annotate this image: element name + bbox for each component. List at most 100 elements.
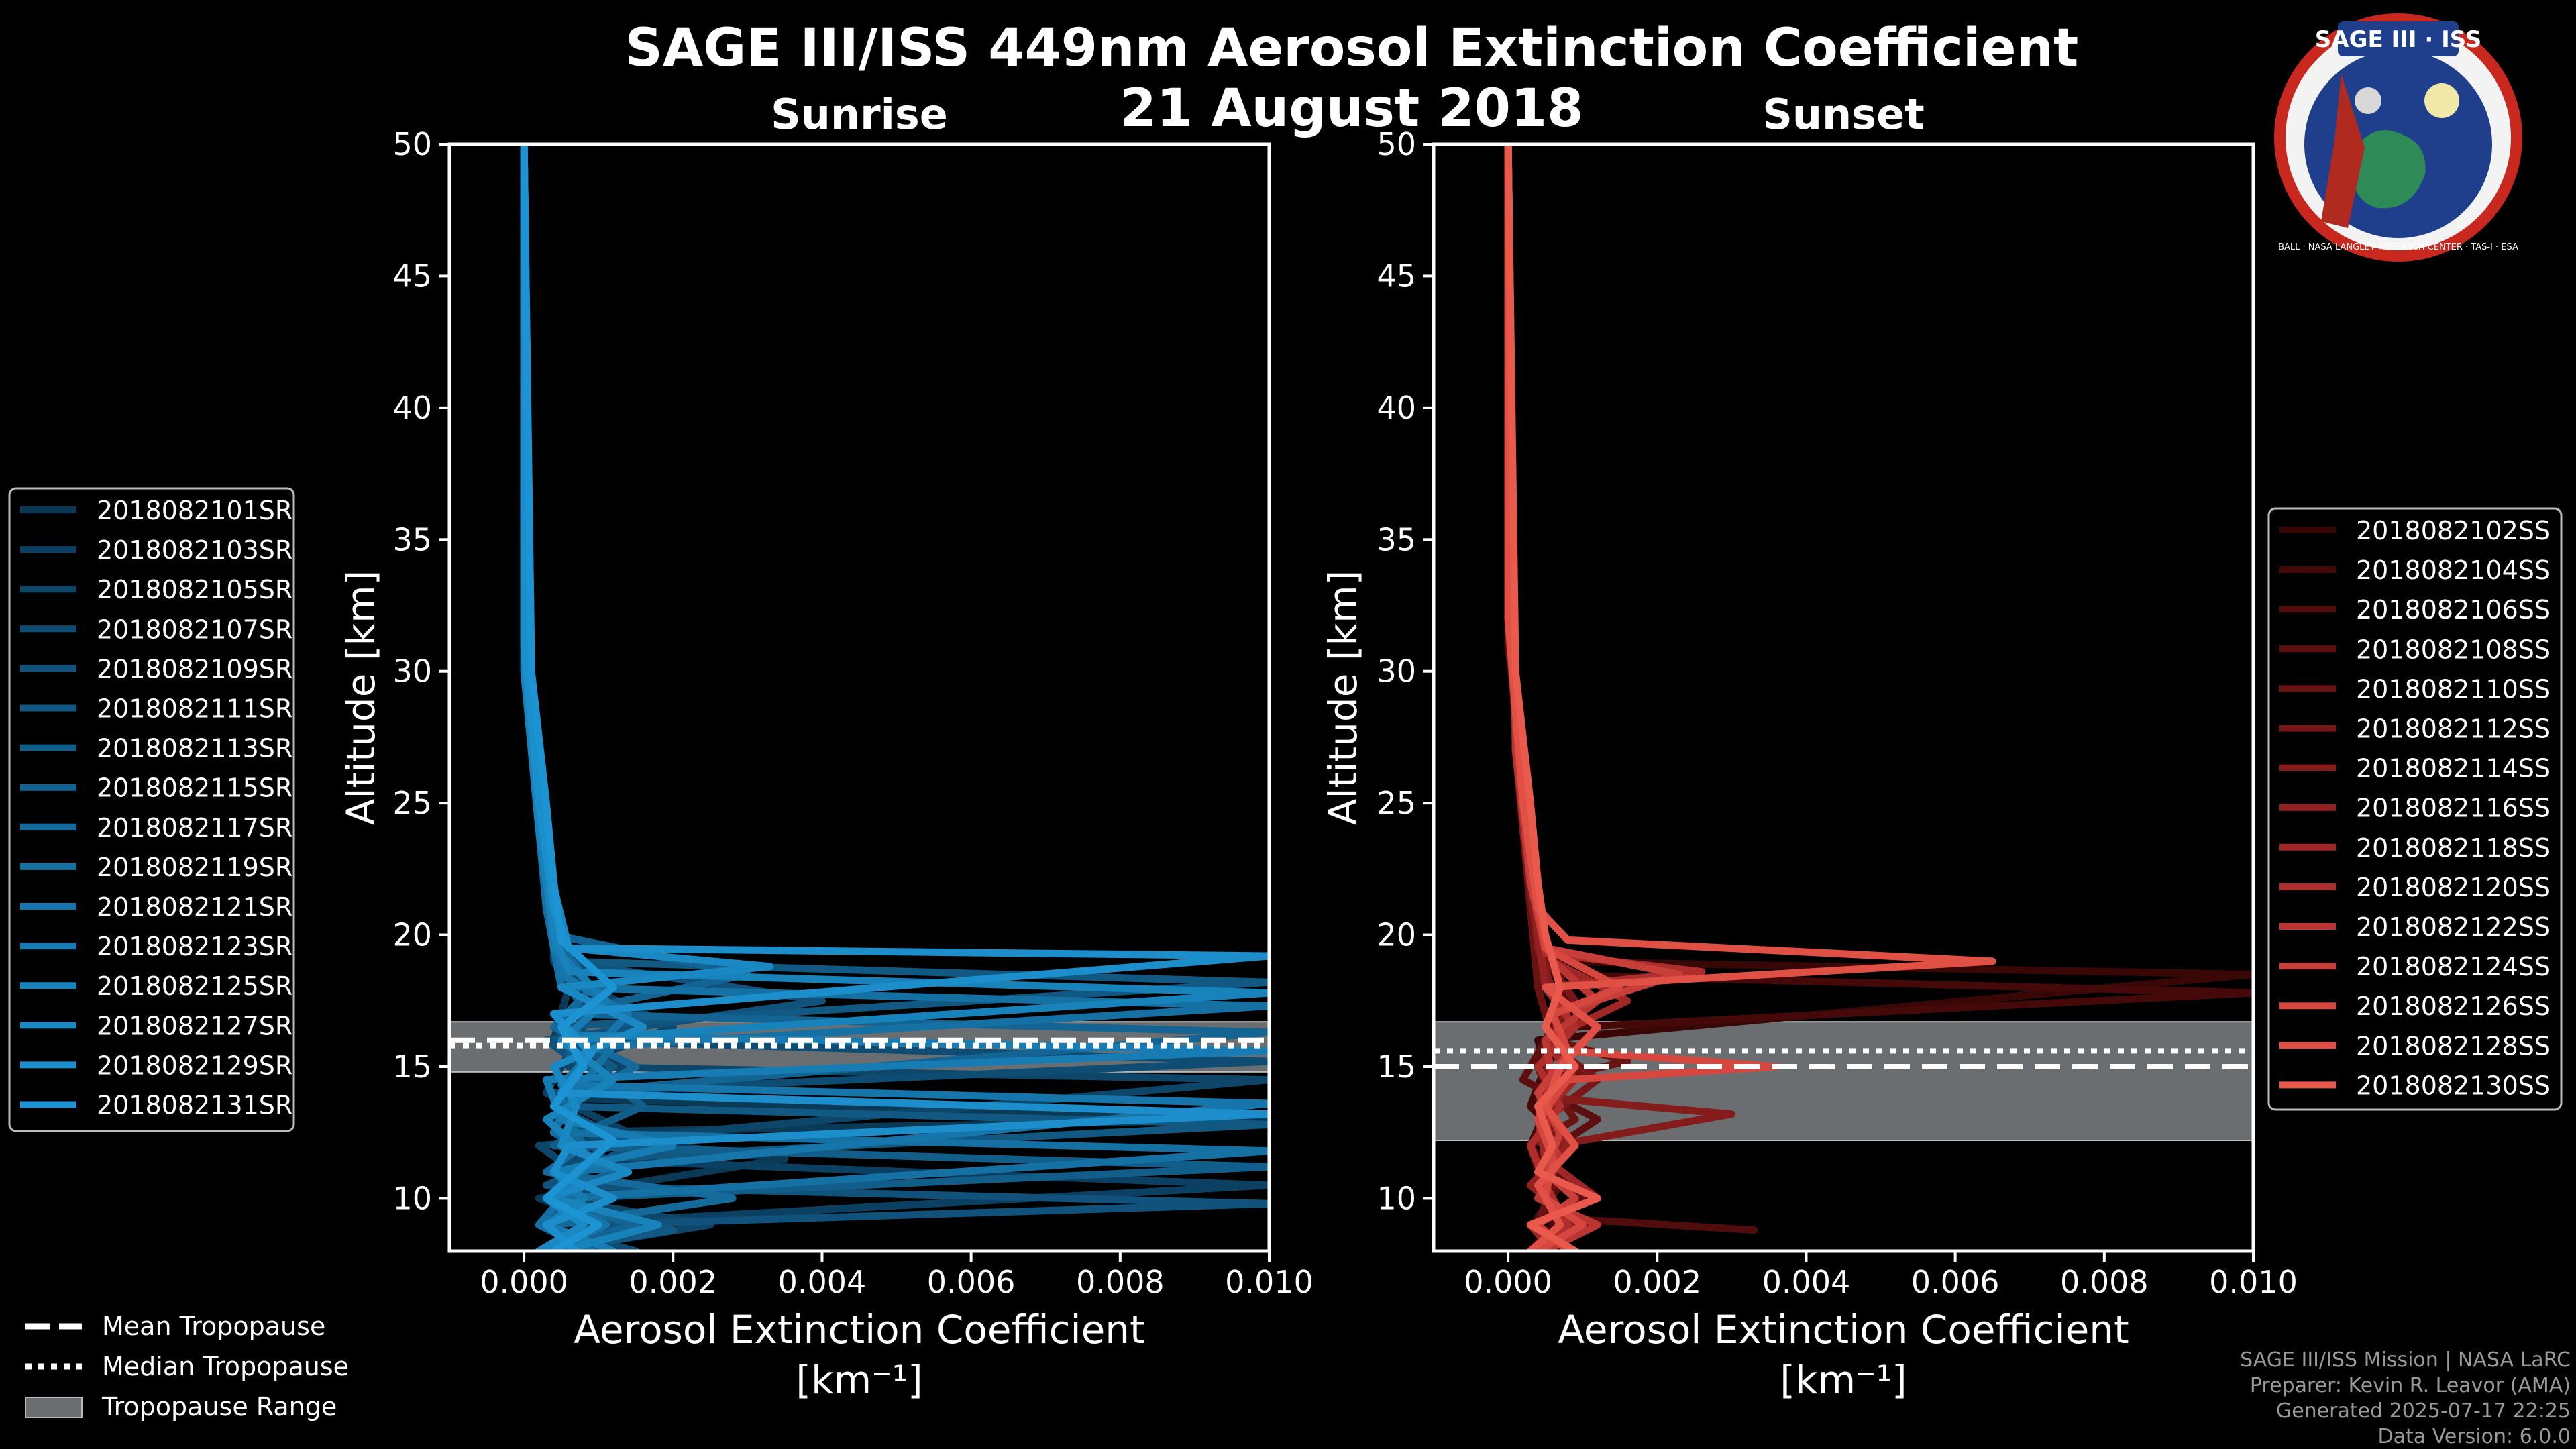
sunset-legend-label: 2018082128SS — [2356, 1031, 2551, 1061]
sunrise-legend-label: 2018082131SR — [97, 1091, 292, 1120]
credit-preparer: Preparer: Kevin R. Leavor (AMA) — [2250, 1374, 2571, 1397]
sunset-y-tick-label: 40 — [1377, 390, 1416, 426]
mean-tropopause-label: Mean Tropopause — [102, 1311, 325, 1341]
sunset-legend-label: 2018082110SS — [2356, 674, 2551, 704]
tropopause-range-swatch — [25, 1397, 83, 1418]
sunrise-x-tick-label: 0.002 — [629, 1264, 717, 1300]
sunset-legend-label: 2018082120SS — [2356, 873, 2551, 902]
sunset-legend-label: 2018082126SS — [2356, 991, 2551, 1021]
chart-title: SAGE III/ISS 449nm Aerosol Extinction Co… — [625, 18, 2079, 78]
sunset-legend-label: 2018082122SS — [2356, 912, 2551, 942]
sunrise-y-tick-label: 35 — [392, 521, 432, 557]
sunrise-plot-frame — [447, 142, 1271, 1253]
sunrise-y-tick-label: 50 — [392, 126, 432, 162]
sunrise-legend-label: 2018082107SR — [97, 614, 292, 644]
sunset-x-tick-label: 0.010 — [2209, 1264, 2298, 1300]
sunrise-x-tick-label: 0.008 — [1076, 1264, 1165, 1300]
sunset-y-tick-label: 25 — [1377, 785, 1416, 821]
sunset-y-tick-label: 15 — [1377, 1049, 1416, 1085]
sunrise-y-axis-label: Altitude [km] — [338, 570, 384, 825]
sunset-x-tick-label: 0.002 — [1613, 1264, 1701, 1300]
sunset-legend-box — [2267, 507, 2563, 1111]
sunrise-x-axis-unit: [km⁻¹] — [796, 1357, 922, 1403]
sage-iii-iss-logo: SAGE III · ISS BALL · NASA LANGLEY RESEA… — [2274, 13, 2522, 262]
sunrise-legend-label: 2018082105SR — [97, 575, 292, 604]
sunset-y-ticks: 10 15 20 25 30 35 40 45 50 — [1377, 126, 1434, 1216]
sunset-legend-label: 2018082104SS — [2356, 555, 2551, 585]
logo-ring-text: BALL · NASA LANGLEY RESEARCH CENTER · TA… — [2278, 242, 2518, 252]
sunrise-series-2018082129SR — [520, 144, 1269, 1251]
sunset-x-tick-label: 0.004 — [1762, 1264, 1851, 1300]
sunrise-legend-label: 2018082117SR — [97, 813, 292, 843]
chart-date: 21 August 2018 — [1120, 78, 1584, 139]
sunrise-legend-label: 2018082115SR — [97, 773, 292, 803]
sunset-panel-title: Sunset — [1762, 90, 1925, 139]
sunrise-legend-label: 2018082129SR — [97, 1051, 292, 1080]
sunrise-legend-label: 2018082101SR — [97, 496, 292, 525]
sunset-x-tick-label: 0.006 — [1911, 1264, 2000, 1300]
credit-version: Data Version: 6.0.0 — [2378, 1425, 2571, 1448]
sunset-legend-label: 2018082106SS — [2356, 595, 2551, 625]
sunrise-legend-label: 2018082123SR — [97, 932, 292, 961]
sunset-legend-label: 2018082108SS — [2356, 635, 2551, 664]
sunset-series-2018082130SS — [1504, 144, 1601, 1251]
sunrise-legend-box — [8, 487, 295, 1132]
sunset-panel: Sunset 0.000 0.002 0.004 0.006 0.008 0.010 10… — [1320, 90, 2298, 1403]
tropopause-legend: Mean Tropopause Median Tropopause Tropop… — [25, 1311, 349, 1421]
sunset-plot-frame — [1432, 142, 2255, 1253]
sunrise-legend-label: 2018082109SR — [97, 654, 292, 684]
sunrise-y-tick-label: 20 — [392, 917, 432, 953]
sunrise-x-tick-label: 0.004 — [778, 1264, 867, 1300]
sunrise-legend-label: 2018082119SR — [97, 853, 292, 882]
sunrise-series-2018082121SR — [520, 144, 1269, 1251]
sunset-x-tick-label: 0.008 — [2060, 1264, 2149, 1300]
sunrise-x-tick-label: 0.010 — [1225, 1264, 1313, 1300]
sunset-legend: 2018082102SS 2018082104SS 2018082106SS 2018… — [2267, 507, 2563, 1111]
logo-top-text: SAGE III · ISS — [2315, 26, 2481, 53]
sunset-y-tick-label: 45 — [1377, 258, 1416, 294]
sunrise-x-tick-label: 0.000 — [480, 1264, 568, 1300]
sunset-x-axis-unit: [km⁻¹] — [1780, 1357, 1907, 1403]
sunset-x-axis-label: Aerosol Extinction Coefficient — [1558, 1307, 2129, 1352]
sunrise-x-axis-label: Aerosol Extinction Coefficient — [574, 1307, 1145, 1352]
sunrise-legend-label: 2018082127SR — [97, 1011, 292, 1040]
sunrise-y-tick-label: 45 — [392, 258, 432, 294]
sunset-y-tick-label: 20 — [1377, 917, 1416, 953]
sunrise-y-tick-label: 10 — [392, 1180, 432, 1216]
sunrise-legend-label: 2018082121SR — [97, 892, 292, 922]
sunrise-x-ticks: 0.000 0.002 0.004 0.006 0.008 0.010 — [480, 1251, 1313, 1300]
sunset-legend-label: 2018082116SS — [2356, 794, 2551, 823]
median-tropopause-label: Median Tropopause — [102, 1352, 349, 1381]
sunset-x-ticks: 0.000 0.002 0.004 0.006 0.008 0.010 — [1464, 1251, 2298, 1300]
sunrise-y-tick-label: 25 — [392, 785, 432, 821]
credit-generated: Generated 2025-07-17 22:25 — [2276, 1399, 2571, 1423]
sunset-x-tick-label: 0.000 — [1464, 1264, 1552, 1300]
tropopause-range-label: Tropopause Range — [101, 1392, 337, 1421]
sunrise-legend-label: 2018082113SR — [97, 734, 292, 763]
sunrise-legend: 2018082101SR 2018082103SR 2018082105SR 2018… — [8, 487, 295, 1132]
credits: SAGE III/ISS Mission | NASA LaRC Prepare… — [2240, 1348, 2571, 1448]
sunset-legend-label: 2018082118SS — [2356, 833, 2551, 863]
sunrise-y-tick-label: 15 — [392, 1049, 432, 1085]
sunset-y-tick-label: 30 — [1377, 653, 1416, 690]
sunrise-panel-title: Sunrise — [771, 90, 948, 139]
sunset-legend-label: 2018082124SS — [2356, 952, 2551, 981]
sunrise-legend-label: 2018082103SR — [97, 535, 292, 565]
sunset-y-axis-label: Altitude [km] — [1320, 570, 1366, 825]
sunset-y-tick-label: 10 — [1377, 1180, 1416, 1216]
sunrise-x-tick-label: 0.006 — [927, 1264, 1016, 1300]
sunset-legend-label: 2018082130SS — [2356, 1071, 2551, 1100]
sunrise-legend-label: 2018082111SR — [97, 694, 292, 724]
sunrise-series-group — [520, 144, 1269, 1251]
sunset-series-group — [1504, 144, 2253, 1251]
sunrise-y-tick-label: 30 — [392, 653, 432, 690]
sunset-legend-label: 2018082102SS — [2356, 516, 2551, 545]
sunset-legend-label: 2018082114SS — [2356, 754, 2551, 784]
sunrise-panel: Sunrise 0.000 0.002 0.004 0.006 0.008 0.010 1… — [338, 90, 1313, 1403]
sunrise-legend-label: 2018082125SR — [97, 971, 292, 1001]
credit-mission: SAGE III/ISS Mission | NASA LaRC — [2240, 1348, 2571, 1372]
sunset-y-tick-label: 35 — [1377, 521, 1416, 557]
sunset-y-tick-label: 50 — [1377, 126, 1416, 162]
sunset-legend-label: 2018082112SS — [2356, 714, 2551, 744]
